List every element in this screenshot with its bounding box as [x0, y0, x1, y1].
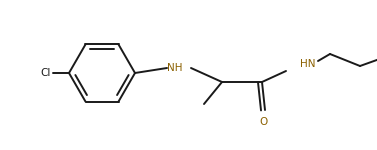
Text: NH: NH — [167, 63, 183, 73]
Text: O: O — [259, 117, 267, 127]
Text: Cl: Cl — [41, 68, 51, 78]
Text: HN: HN — [300, 59, 316, 69]
